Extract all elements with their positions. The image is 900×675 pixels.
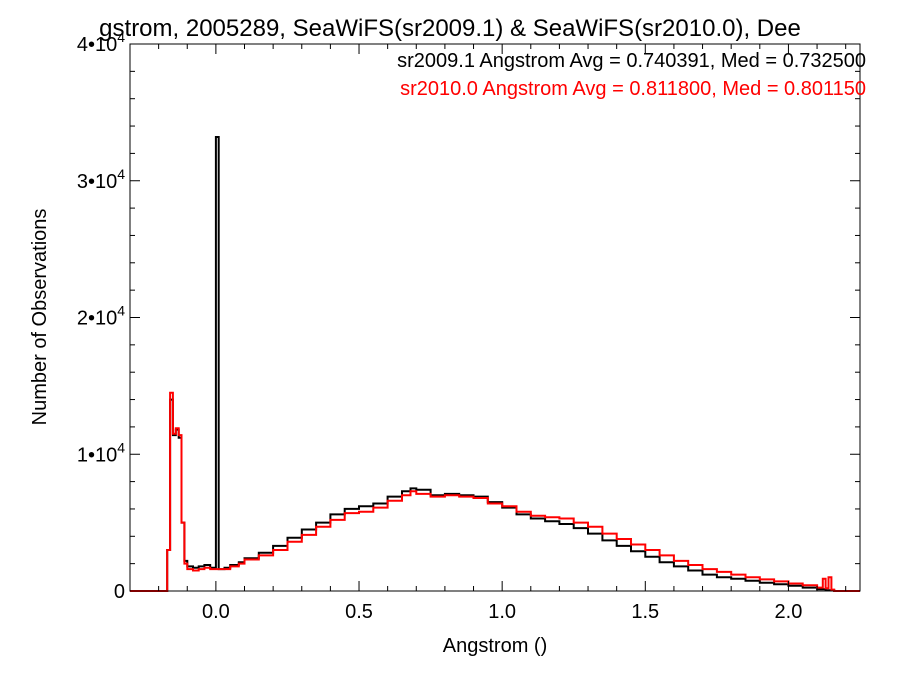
- x-tick-label-0: 0.0: [202, 601, 230, 623]
- y-tick-label-1: 1•104: [77, 439, 125, 466]
- x-tick-label-4: 2.0: [775, 601, 803, 623]
- chart-title: gstrom, 2005289, SeaWiFS(sr2009.1) & Sea…: [99, 15, 801, 42]
- y-axis-label: Number of Observations: [29, 209, 51, 426]
- y-tick-label-4: 4•104: [77, 29, 125, 56]
- plot-frame: [129, 43, 861, 592]
- x-tick-label-2: 1.0: [488, 601, 516, 623]
- y-tick-label-0: 0: [114, 581, 125, 603]
- annotation-sr2010: sr2010.0 Angstrom Avg = 0.811800, Med = …: [400, 78, 866, 100]
- x-tick-label-1: 0.5: [345, 601, 373, 623]
- ticks-layer: 0.0 0.5 1.0 1.5 2.0 0 1•104 2•104 3•104 4•104: [77, 29, 860, 623]
- series-line-1: [130, 391, 860, 592]
- x-tick-label-3: 1.5: [631, 601, 659, 623]
- series-line-0: [130, 136, 860, 592]
- y-tick-label-2: 2•104: [77, 303, 125, 330]
- series-layer: [130, 136, 860, 592]
- x-axis-label: Angstrom (): [443, 635, 547, 657]
- y-tick-label-3: 3•104: [77, 166, 125, 193]
- annotation-sr2009: sr2009.1 Angstrom Avg = 0.740391, Med = …: [397, 50, 866, 72]
